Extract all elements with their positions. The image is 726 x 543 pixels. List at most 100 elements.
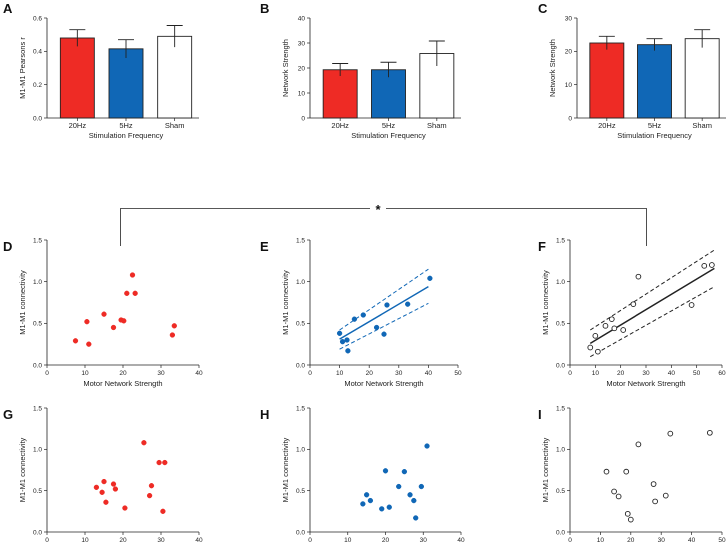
panel-e: E 0.0 0.5 1.0 1.5 M1-M1 connectivity 0 10 20 30 40… [260,237,462,388]
data-point [603,468,610,475]
data-point [611,488,617,495]
category-label: Sham [692,121,712,130]
y-tick-label: 0.5 [556,488,565,495]
y-tick-label: 0 [568,115,572,122]
data-point [132,290,138,296]
y-tick-label: 0.5 [33,321,42,328]
y-tick-label: 0.5 [296,488,305,495]
data-point [360,501,366,507]
data-point [363,492,370,498]
x-tick-label: 30 [157,370,165,377]
x-tick-label: 40 [195,537,203,543]
error-bar [380,61,397,78]
x-axis-title: Stimulation Frequency [351,131,426,140]
bar-5hz [108,48,144,119]
data-point [379,506,385,512]
y-tick-label: 0 [301,115,305,122]
panel-letter: F [538,239,546,254]
error-bar [694,29,711,48]
x-tick-label: 60 [718,370,726,377]
data-point [706,429,713,436]
data-point [351,316,358,322]
x-tick-label: 10 [592,370,600,377]
x-axis-title: Motor Network Strength [83,379,162,388]
y-axis-title: Network Strength [548,39,557,97]
y-tick-label: 1.0 [33,447,42,454]
y-tick-label: 0.0 [296,362,305,369]
y-tick-label: 20 [565,49,573,56]
data-point [635,273,642,280]
category-label: Sham [427,121,447,130]
y-tick-label: 10 [565,82,573,89]
category-label: 5Hz [382,121,396,130]
x-tick-label: 40 [195,370,203,377]
data-point [407,492,413,498]
x-tick-label: 30 [642,370,650,377]
panel-letter: E [260,239,269,254]
bar-20hz [322,69,358,119]
data-point [156,459,162,466]
y-axis-title: M1-M1 connectivity [18,437,27,502]
panel-letter: H [260,407,269,422]
x-axis-title: Stimulation Frequency [617,131,692,140]
confidence-band-lower [590,286,715,358]
x-tick-label: 30 [658,537,666,543]
data-point [373,324,380,331]
data-point [101,478,107,485]
y-tick-label: 30 [298,40,306,47]
x-tick-label: 30 [420,537,428,543]
data-point [344,337,350,343]
data-point [122,505,128,511]
data-point [386,504,392,510]
data-point [367,497,374,504]
panel-f: F 0.0 0.5 1.0 1.5 M1-M1 connectivity 0 10 20 30 40… [538,237,726,388]
y-tick-label: 0.0 [556,362,565,369]
panel-d: D 0.0 0.5 1.0 1.5 M1-M1 connectivity 0 10 20 30 40… [3,237,203,388]
y-tick-label: 10 [298,90,306,97]
y-tick-label: 0.5 [296,321,305,328]
data-point [86,341,92,347]
y-tick-label: 0.0 [33,362,42,369]
data-point [615,493,622,500]
data-point [667,430,674,437]
data-point [623,468,630,475]
y-tick-label: 1.5 [296,405,305,412]
data-point [381,331,387,337]
y-tick-label: 1.0 [556,447,565,454]
data-point [336,330,343,336]
panel-b: B 0 10 20 30 40 Network Strength 20Hz 5Hz ShamSti… [260,1,461,140]
data-point [396,483,402,490]
x-tick-label: 50 [454,370,462,377]
x-tick-label: 50 [718,537,726,543]
data-point [110,324,117,331]
y-tick-label: 1.5 [296,237,305,244]
significance-bracket-group: * [120,202,647,246]
panel-letter: B [260,1,269,16]
data-point [635,441,642,448]
y-axis-title: M1-M1 connectivity [281,270,290,335]
x-tick-label: 20 [119,537,127,543]
y-tick-label: 0.0 [556,529,565,536]
x-tick-label: 0 [45,537,49,543]
y-tick-label: 40 [298,15,306,22]
y-axis-title: M1-M1 connectivity [281,437,290,502]
significance-bracket [120,208,647,246]
y-axis-title: Network Strength [281,39,290,97]
data-point [611,325,618,332]
y-tick-label: 1.5 [556,237,565,244]
data-point [162,459,168,466]
data-point [620,327,627,333]
panel-h: H 0.0 0.5 1.0 1.5 M1-M1 connectivity 0 10 20 30 40… [260,405,465,543]
category-label: Sham [165,121,185,130]
x-tick-label: 0 [568,537,572,543]
x-tick-label: 0 [568,370,572,377]
x-tick-label: 20 [627,537,635,543]
x-tick-label: 40 [457,537,465,543]
x-tick-label: 10 [81,370,89,377]
data-point [360,312,366,318]
x-tick-label: 20 [119,370,127,377]
panel-letter: G [3,407,13,422]
data-point [662,492,669,499]
y-tick-label: 1.5 [33,237,42,244]
